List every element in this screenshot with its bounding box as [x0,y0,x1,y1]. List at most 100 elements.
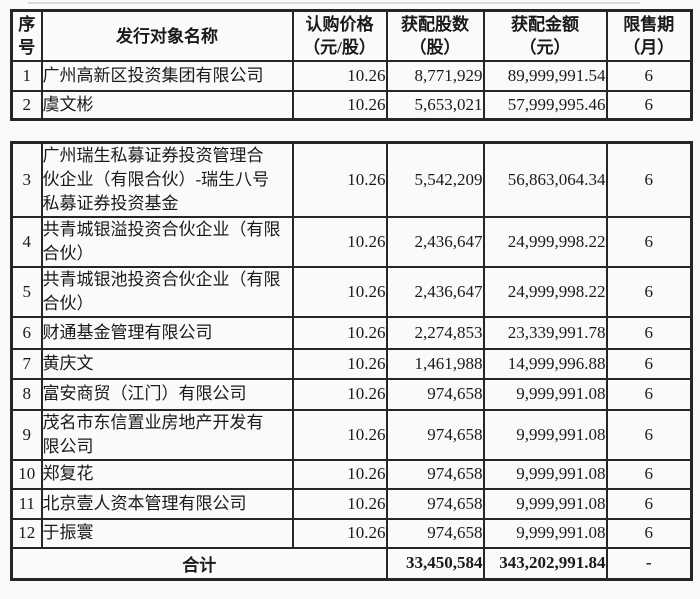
allocation-table-part2: 3 广州瑞生私募证券投资管理合 伙企业（有限合伙）-瑞生八号 私募证券投资基金 … [10,140,693,581]
allocation-table-part1: 序 号 发行对象名称 认购价格 （元/股） 获配股数 （股） 获配金额 （元） … [10,9,693,121]
cropped-text-artifact [28,2,640,4]
header-row: 序 号 发行对象名称 认购价格 （元/股） 获配股数 （股） 获配金额 （元） … [10,9,693,62]
allocated-shares: 974,658 [385,517,485,549]
issuee-name: 北京壹人资本管理有限公司 [40,487,294,520]
row-index: 11 [10,487,43,520]
lockup-period: 6 [605,265,693,318]
allocated-amount: 24,999,998.22 [482,215,608,268]
subscription-price: 10.26 [291,90,388,120]
allocation-document: 序 号 发行对象名称 认购价格 （元/股） 获配股数 （股） 获配金额 （元） … [10,9,693,581]
col-header-name: 发行对象名称 [40,9,294,62]
lockup-period: 6 [605,141,693,218]
allocated-shares: 974,658 [385,408,485,461]
issuee-name: 于振寰 [40,517,294,549]
lockup-period: 6 [605,377,693,411]
table-row: 7 黄庆文 10.26 1,461,988 14,999,996.88 6 [10,347,693,380]
row-index: 10 [10,458,43,490]
issuee-name: 黄庆文 [40,347,294,380]
lockup-period: 6 [605,90,693,120]
allocated-shares: 974,658 [385,377,485,411]
table-row: 10 郑复花 10.26 974,658 9,999,991.08 6 [10,458,693,490]
allocated-shares: 5,542,209 [385,141,485,218]
table-row: 3 广州瑞生私募证券投资管理合 伙企业（有限合伙）-瑞生八号 私募证券投资基金 … [10,141,693,218]
row-index: 6 [10,315,43,350]
subscription-price: 10.26 [291,141,388,218]
table-row: 2 虞文彬 10.26 5,653,021 57,999,995.46 6 [10,90,693,120]
issuee-name: 虞文彬 [40,90,294,120]
row-index: 7 [10,347,43,380]
allocated-amount: 9,999,991.08 [482,377,608,411]
row-index: 2 [10,90,43,120]
subscription-price: 10.26 [291,60,388,92]
lockup-period: 6 [605,408,693,461]
col-header-price: 认购价格 （元/股） [291,9,388,62]
allocated-shares: 2,436,647 [385,215,485,268]
table-row: 6 财通基金管理有限公司 10.26 2,274,853 23,339,991.… [10,315,693,350]
col-header-index: 序 号 [10,9,43,62]
lockup-period: 6 [605,347,693,380]
table-row: 9 茂名市东信置业房地产开发有 限公司 10.26 974,658 9,999,… [10,408,693,461]
row-index: 9 [10,408,43,461]
allocated-amount: 9,999,991.08 [482,517,608,549]
subscription-price: 10.26 [291,265,388,318]
total-lockup: - [605,546,693,581]
row-index: 3 [10,141,43,218]
issuee-name: 财通基金管理有限公司 [40,315,294,350]
issuee-name: 广州瑞生私募证券投资管理合 伙企业（有限合伙）-瑞生八号 私募证券投资基金 [40,141,294,218]
col-header-amount: 获配金额 （元） [482,9,608,62]
lockup-period: 6 [605,215,693,268]
allocated-amount: 23,339,991.78 [482,315,608,350]
allocated-shares: 974,658 [385,487,485,520]
row-index: 4 [10,215,43,268]
subscription-price: 10.26 [291,487,388,520]
allocated-amount: 9,999,991.08 [482,408,608,461]
lockup-period: 6 [605,517,693,549]
lockup-period: 6 [605,60,693,92]
subscription-price: 10.26 [291,517,388,549]
issuee-name: 共青城银溢投资合伙企业（有限 合伙） [40,215,294,268]
allocated-amount: 9,999,991.08 [482,458,608,490]
allocated-amount: 89,999,991.54 [482,60,608,92]
subscription-price: 10.26 [291,347,388,380]
subscription-price: 10.26 [291,315,388,350]
issuee-name: 富安商贸（江门）有限公司 [40,377,294,411]
total-row: 合计 33,450,584 343,202,991.84 - [10,546,693,581]
lockup-period: 6 [605,315,693,350]
table-row: 8 富安商贸（江门）有限公司 10.26 974,658 9,999,991.0… [10,377,693,411]
subscription-price: 10.26 [291,215,388,268]
allocated-shares: 8,771,929 [385,60,485,92]
table-row: 1 广州高新区投资集团有限公司 10.26 8,771,929 89,999,9… [10,60,693,92]
allocated-amount: 56,863,064.34 [482,141,608,218]
allocated-shares: 974,658 [385,458,485,490]
table-row: 12 于振寰 10.26 974,658 9,999,991.08 6 [10,517,693,549]
table-row: 5 共青城银池投资合伙企业（有限 合伙） 10.26 2,436,647 24,… [10,265,693,318]
col-header-shares: 获配股数 （股） [385,9,485,62]
subscription-price: 10.26 [291,408,388,461]
allocated-amount: 14,999,996.88 [482,347,608,380]
allocated-shares: 5,653,021 [385,90,485,120]
subscription-price: 10.26 [291,377,388,411]
total-label: 合计 [10,546,388,581]
allocated-amount: 9,999,991.08 [482,487,608,520]
subscription-price: 10.26 [291,458,388,490]
table-section-gap [10,121,690,141]
row-index: 12 [10,517,43,549]
allocated-shares: 2,436,647 [385,265,485,318]
lockup-period: 6 [605,458,693,490]
total-amount: 343,202,991.84 [482,546,608,581]
table-row: 4 共青城银溢投资合伙企业（有限 合伙） 10.26 2,436,647 24,… [10,215,693,268]
issuee-name: 广州高新区投资集团有限公司 [40,60,294,92]
issuee-name: 茂名市东信置业房地产开发有 限公司 [40,408,294,461]
issuee-name: 共青城银池投资合伙企业（有限 合伙） [40,265,294,318]
table-row: 11 北京壹人资本管理有限公司 10.26 974,658 9,999,991.… [10,487,693,520]
row-index: 5 [10,265,43,318]
allocated-shares: 1,461,988 [385,347,485,380]
lockup-period: 6 [605,487,693,520]
allocated-shares: 2,274,853 [385,315,485,350]
row-index: 1 [10,60,43,92]
col-header-lockup: 限售期 （月） [605,9,693,62]
total-shares: 33,450,584 [385,546,485,581]
issuee-name: 郑复花 [40,458,294,490]
allocated-amount: 57,999,995.46 [482,90,608,120]
row-index: 8 [10,377,43,411]
